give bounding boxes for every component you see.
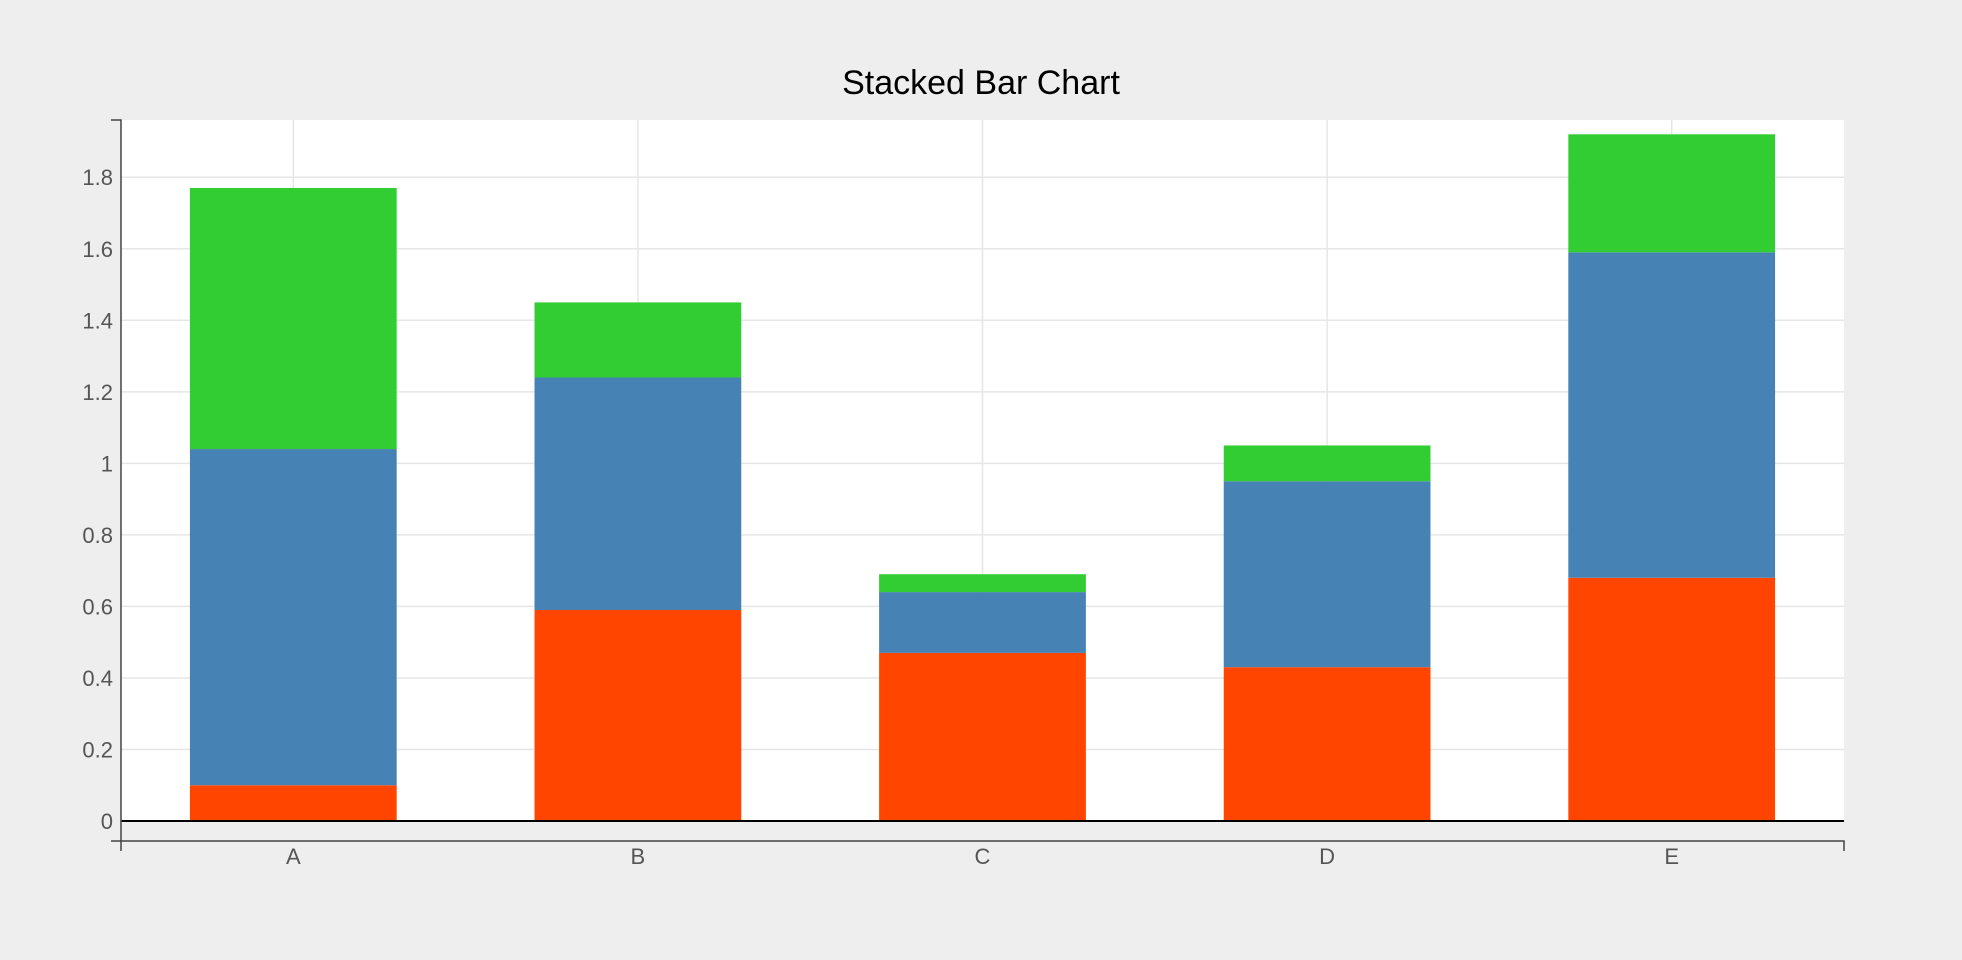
- x-tick-label: D: [1319, 844, 1335, 869]
- bar-segment-A-3[interactable]: [189, 187, 397, 450]
- bar-segment-E-1[interactable]: [1568, 577, 1776, 821]
- x-tick-label: B: [631, 844, 646, 869]
- bar-segment-D-1[interactable]: [1223, 667, 1431, 821]
- y-tick-label: 1.6: [82, 237, 113, 262]
- x-tick-labels: A B C D E: [286, 844, 1679, 869]
- bar-segment-C-1[interactable]: [879, 652, 1086, 821]
- y-tick-label: 0: [101, 809, 113, 834]
- bars: [189, 134, 1776, 821]
- bar-segment-A-1[interactable]: [189, 785, 397, 821]
- y-tick-label: 1.2: [82, 380, 113, 405]
- y-tick-labels: 0 0.2 0.4 0.6 0.8 1 1.2 1.4 1.6 1.8: [82, 165, 113, 834]
- y-axis-line: [111, 119, 122, 842]
- bar-segment-C-2[interactable]: [879, 592, 1086, 653]
- bar-segment-E-3[interactable]: [1568, 134, 1776, 253]
- bar-segment-B-2[interactable]: [534, 377, 742, 610]
- x-axis-line: [120, 840, 1845, 851]
- x-tick-label: A: [286, 844, 301, 869]
- y-tick-label: 1.4: [82, 308, 113, 333]
- x-tick-label: E: [1664, 844, 1679, 869]
- bar-segment-A-2[interactable]: [189, 449, 397, 786]
- y-tick-label: 0.8: [82, 523, 113, 548]
- x-tick-label: C: [975, 844, 991, 869]
- bar-segment-B-1[interactable]: [534, 609, 742, 821]
- bar-segment-D-2[interactable]: [1223, 481, 1431, 668]
- y-tick-label: 1: [101, 451, 113, 476]
- chart-title: Stacked Bar Chart: [842, 64, 1120, 102]
- bar-segment-C-3[interactable]: [879, 574, 1086, 593]
- bar-segment-B-3[interactable]: [534, 302, 742, 378]
- axes: [111, 119, 1845, 851]
- bar-segment-D-3[interactable]: [1223, 445, 1431, 482]
- y-tick-label: 0.2: [82, 737, 113, 762]
- y-tick-label: 0.6: [82, 594, 113, 619]
- y-tick-label: 0.4: [82, 666, 113, 691]
- y-tick-label: 1.8: [82, 165, 113, 190]
- bar-segment-E-2[interactable]: [1568, 252, 1776, 578]
